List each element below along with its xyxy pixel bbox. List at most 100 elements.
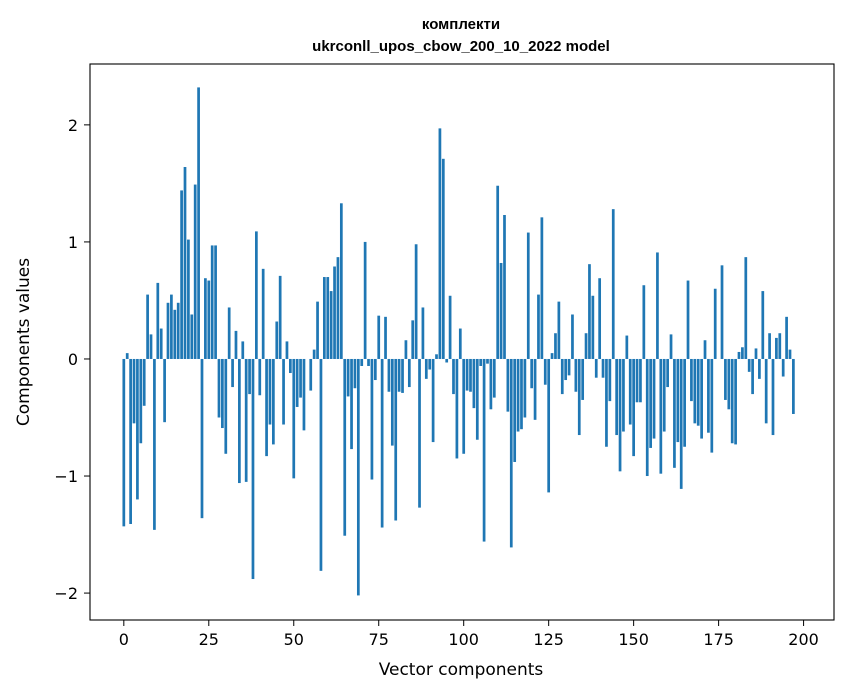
y-axis: −2 −1 0 1 2 bbox=[54, 116, 90, 603]
bar-48 bbox=[285, 341, 289, 359]
bar-20 bbox=[190, 314, 194, 359]
bar-67 bbox=[350, 358, 353, 450]
bar-177 bbox=[724, 358, 727, 400]
bar-97 bbox=[452, 358, 455, 395]
bar-8 bbox=[149, 334, 153, 359]
bar-148 bbox=[625, 335, 629, 359]
bar-104 bbox=[475, 358, 479, 440]
bar-170 bbox=[700, 358, 703, 439]
bar-158 bbox=[659, 358, 663, 474]
bar-147 bbox=[622, 358, 625, 432]
bar-122 bbox=[537, 294, 540, 359]
bar-60 bbox=[326, 277, 330, 359]
bar-108 bbox=[489, 358, 493, 410]
bar-3 bbox=[132, 358, 136, 424]
bar-59 bbox=[322, 277, 326, 359]
bar-41 bbox=[261, 268, 265, 359]
bar-2 bbox=[129, 358, 132, 525]
bar-75 bbox=[377, 315, 381, 359]
bar-21 bbox=[193, 184, 197, 359]
bar-101 bbox=[465, 358, 469, 391]
bar-131 bbox=[567, 358, 571, 376]
bar-163 bbox=[676, 358, 680, 443]
bar-27 bbox=[214, 245, 217, 359]
x-tick-label: 0 bbox=[119, 630, 129, 649]
bar-1 bbox=[125, 353, 129, 359]
bar-26 bbox=[210, 245, 214, 359]
bar-161 bbox=[669, 334, 673, 359]
bar-55 bbox=[309, 358, 313, 391]
bar-10 bbox=[156, 282, 160, 359]
bar-152 bbox=[639, 358, 642, 403]
bar-166 bbox=[686, 280, 690, 359]
x-tick-label: 100 bbox=[448, 630, 479, 649]
bar-43 bbox=[268, 358, 272, 425]
chart-subtitle: ukrconll_upos_cbow_200_10_2022 model bbox=[312, 38, 610, 55]
bar-107 bbox=[486, 358, 489, 364]
bar-165 bbox=[683, 358, 686, 447]
bar-138 bbox=[591, 295, 595, 359]
bar-171 bbox=[703, 340, 707, 359]
bar-145 bbox=[615, 358, 619, 436]
bar-85 bbox=[411, 320, 415, 359]
bar-155 bbox=[649, 358, 652, 448]
bar-109 bbox=[492, 358, 496, 398]
bar-39 bbox=[255, 231, 258, 359]
x-tick-label: 150 bbox=[618, 630, 649, 649]
bar-90 bbox=[428, 358, 432, 370]
bar-16 bbox=[176, 302, 180, 359]
bar-81 bbox=[397, 358, 401, 392]
bar-61 bbox=[329, 291, 333, 359]
bar-143 bbox=[608, 358, 612, 402]
bar-189 bbox=[764, 358, 768, 424]
x-axis-label: Vector components bbox=[379, 660, 544, 680]
bar-30 bbox=[224, 358, 228, 454]
bar-180 bbox=[734, 358, 737, 445]
bar-176 bbox=[720, 265, 724, 359]
bar-184 bbox=[747, 358, 751, 372]
y-tick-label: 1 bbox=[68, 233, 78, 252]
bar-65 bbox=[343, 358, 347, 536]
bar-193 bbox=[778, 333, 782, 359]
bar-15 bbox=[173, 309, 177, 359]
bar-99 bbox=[458, 328, 462, 359]
bar-7 bbox=[146, 294, 149, 359]
bar-134 bbox=[577, 358, 581, 436]
bar-116 bbox=[516, 358, 520, 432]
bar-130 bbox=[564, 358, 568, 381]
bar-123 bbox=[540, 217, 544, 359]
bar-121 bbox=[533, 358, 537, 420]
bar-127 bbox=[554, 333, 557, 359]
bar-142 bbox=[605, 358, 608, 447]
bar-187 bbox=[758, 358, 761, 379]
bar-38 bbox=[251, 358, 255, 580]
bar-74 bbox=[373, 358, 377, 381]
bar-78 bbox=[387, 358, 391, 392]
bar-125 bbox=[547, 358, 551, 493]
bar-167 bbox=[690, 358, 693, 402]
bar-94 bbox=[441, 158, 445, 359]
bar-80 bbox=[394, 358, 398, 521]
bar-46 bbox=[278, 275, 282, 359]
bars-group bbox=[122, 87, 795, 596]
bar-160 bbox=[666, 358, 669, 388]
bar-195 bbox=[785, 316, 788, 359]
bar-169 bbox=[696, 358, 700, 426]
bar-168 bbox=[693, 358, 697, 424]
bar-71 bbox=[363, 241, 367, 359]
bar-192 bbox=[775, 337, 778, 359]
bar-34 bbox=[238, 358, 241, 484]
bar-9 bbox=[153, 358, 156, 530]
bar-64 bbox=[339, 203, 343, 359]
bar-196 bbox=[788, 349, 792, 359]
x-tick-label: 175 bbox=[703, 630, 734, 649]
bar-103 bbox=[472, 358, 476, 409]
bar-44 bbox=[272, 358, 275, 445]
bar-112 bbox=[503, 215, 506, 359]
bar-105 bbox=[479, 358, 483, 366]
bar-113 bbox=[506, 358, 510, 412]
bar-106 bbox=[482, 358, 486, 542]
x-tick-label: 200 bbox=[788, 630, 819, 649]
bar-129 bbox=[560, 358, 564, 395]
bar-96 bbox=[448, 295, 452, 359]
